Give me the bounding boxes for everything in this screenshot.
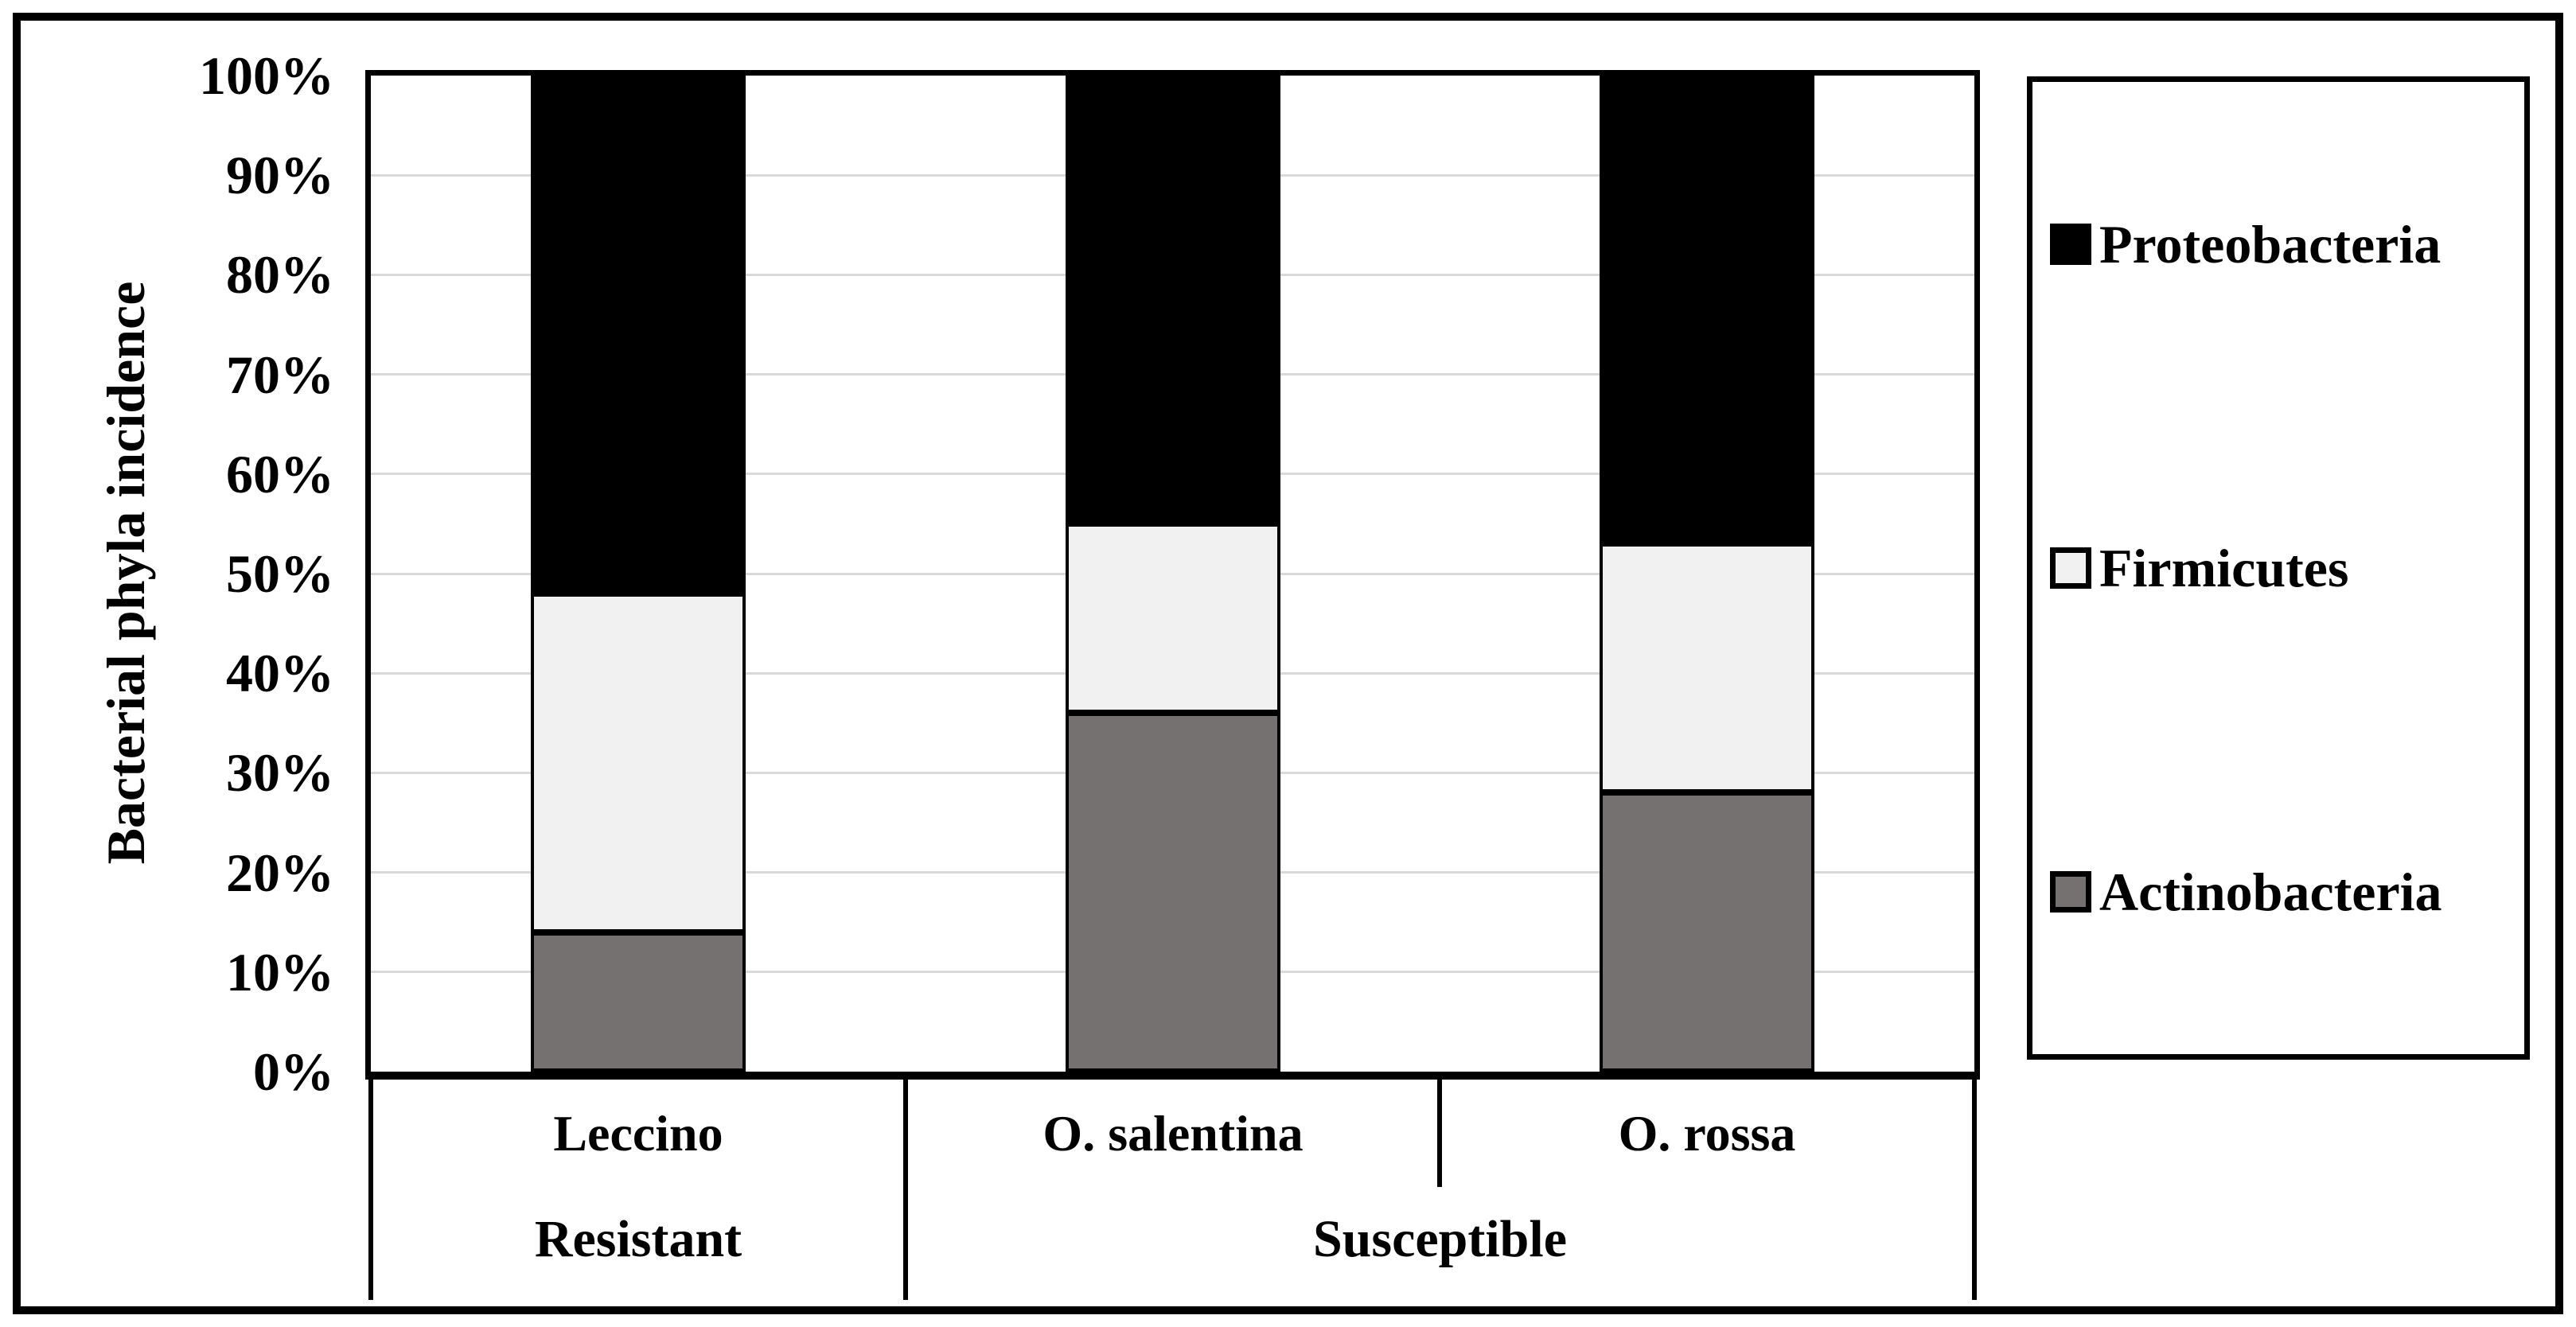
- category-label-o-salentina: O. salentina: [1042, 1104, 1304, 1162]
- legend-item-proteobacteria: Proteobacteria: [2050, 211, 2441, 278]
- y-tick-label-90: 90%: [226, 145, 334, 206]
- x-table-divider-0: [368, 1076, 373, 1300]
- y-tick-label-50: 50%: [226, 543, 334, 604]
- x-table-divider-1: [903, 1076, 908, 1300]
- legend-label-actinobacteria: Actinobacteria: [2099, 862, 2442, 922]
- y-tick-label-40: 40%: [226, 643, 334, 704]
- x-table-divider-3: [1972, 1076, 1977, 1300]
- group-label-susceptible: Susceptible: [1312, 1210, 1568, 1268]
- bar-o-rossa-proteobacteria: [1600, 76, 1814, 543]
- y-tick-label-70: 70%: [226, 344, 334, 405]
- legend-item-firmicutes: Firmicutes: [2050, 535, 2348, 601]
- category-label-leccino: Leccino: [553, 1104, 723, 1162]
- figure-outer-border: [13, 13, 2563, 1314]
- bar-o-rossa-actinobacteria: [1600, 792, 1814, 1072]
- y-tick-label-10: 10%: [226, 941, 334, 1002]
- group-label-resistant: Resistant: [534, 1210, 742, 1268]
- category-label-o-rossa: O. rossa: [1618, 1104, 1796, 1162]
- y-tick-label-60: 60%: [226, 443, 334, 504]
- proteobacteria-swatch-icon: [2050, 224, 2091, 265]
- legend-item-actinobacteria: Actinobacteria: [2050, 858, 2442, 925]
- y-tick-label-0: 0%: [253, 1041, 334, 1102]
- actinobacteria-swatch-icon: [2050, 871, 2091, 913]
- bar-o-salentina-proteobacteria: [1066, 76, 1280, 523]
- firmicutes-swatch-icon: [2050, 547, 2091, 589]
- plot-area: [365, 70, 1980, 1080]
- bar-leccino-firmicutes: [531, 593, 746, 932]
- legend-label-proteobacteria: Proteobacteria: [2099, 214, 2442, 274]
- bar-o-salentina-firmicutes: [1066, 523, 1280, 713]
- bar-leccino-proteobacteria: [531, 76, 746, 593]
- y-tick-label-20: 20%: [226, 842, 334, 903]
- bar-leccino-actinobacteria: [531, 932, 746, 1072]
- y-tick-label-80: 80%: [226, 244, 334, 305]
- y-tick-label-100: 100%: [199, 45, 334, 106]
- x-table-divider-2: [1437, 1076, 1442, 1187]
- bar-o-rossa-firmicutes: [1600, 543, 1814, 792]
- bar-o-salentina-actinobacteria: [1066, 713, 1280, 1072]
- y-tick-label-30: 30%: [226, 742, 334, 804]
- legend-box: Proteobacteria Firmicutes Actinobacteria: [2027, 76, 2530, 1060]
- legend-label-firmicutes: Firmicutes: [2099, 538, 2349, 598]
